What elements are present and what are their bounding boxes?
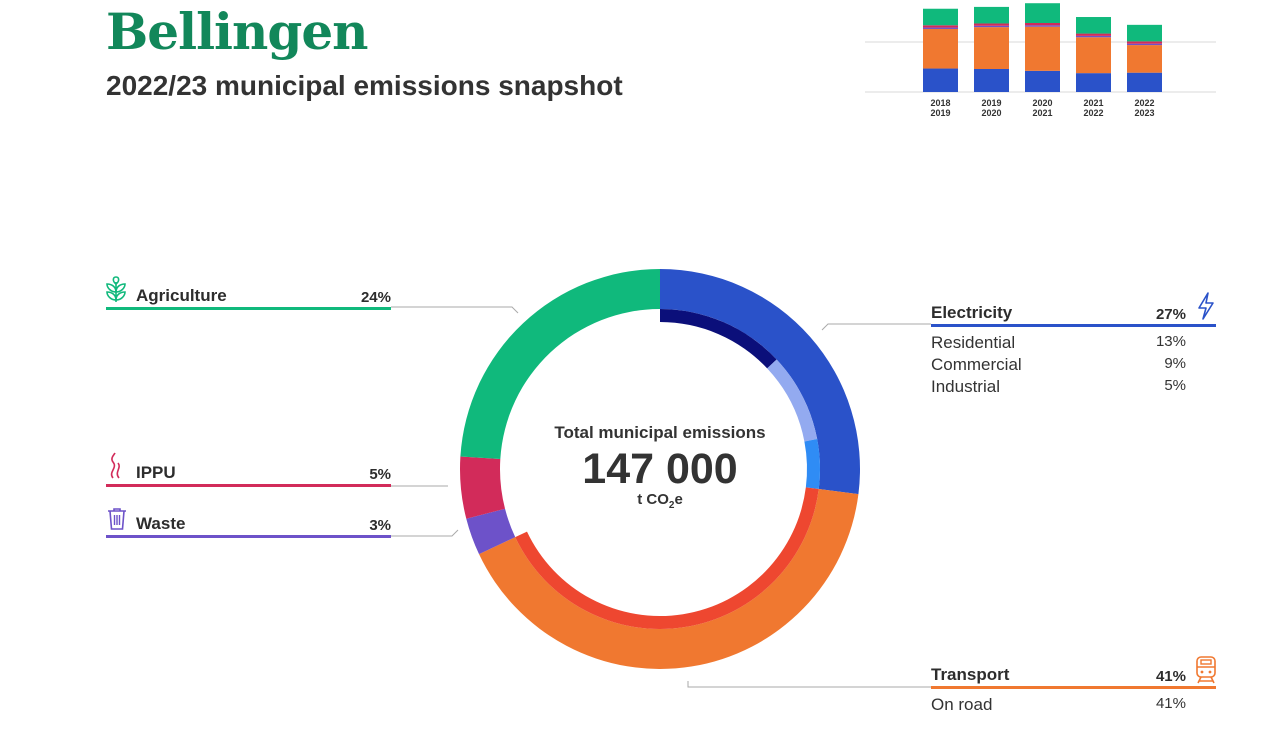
bar-category-label: 2018 xyxy=(930,98,950,108)
leader-line xyxy=(687,681,931,688)
donut-slice-ippu xyxy=(460,456,506,519)
bar-segment-waste xyxy=(1025,25,1060,27)
sector-waste: Waste 3% xyxy=(106,510,391,538)
sub-sector-on-road: On road 41% xyxy=(931,695,1186,715)
sector-pct: 5% xyxy=(369,466,391,483)
bar-segment-transport xyxy=(1076,37,1111,74)
bar-segment-transport xyxy=(1127,45,1162,73)
sector-underline xyxy=(931,324,1216,327)
bar-segment-transport xyxy=(923,28,958,69)
bar-segment-agriculture xyxy=(1076,17,1111,34)
sector-pct: 41% xyxy=(1155,668,1186,685)
sector-electricity: Electricity 27% xyxy=(931,299,1216,327)
bar-category-label: 2019 xyxy=(930,108,950,118)
bar-segment-electricity xyxy=(1076,73,1111,92)
donut-subslice-industrial xyxy=(804,439,820,490)
bar-segment-agriculture xyxy=(974,6,1009,24)
bar-category-label: 2020 xyxy=(1032,98,1052,108)
sub-sector-name: Residential xyxy=(931,333,1016,352)
bar-segment-waste xyxy=(974,25,1009,28)
donut-subslice-on-road xyxy=(515,487,819,629)
sector-pct: 24% xyxy=(360,289,391,306)
sub-sector-residential: Residential 13% xyxy=(931,333,1186,353)
leader-line xyxy=(821,323,931,331)
sub-sector-pct: 41% xyxy=(1155,695,1186,712)
bar-segment-agriculture xyxy=(923,8,958,26)
train-icon xyxy=(1194,655,1218,690)
bar-segment-waste xyxy=(1076,35,1111,38)
sector-name: Electricity xyxy=(931,303,1013,322)
leader-line xyxy=(391,529,459,537)
bar-segment-ippu xyxy=(974,23,1009,26)
sub-sector-name: Commercial xyxy=(931,355,1022,374)
bar-segment-ippu xyxy=(1076,33,1111,36)
sector-name: Agriculture xyxy=(136,286,227,305)
unit-prefix: t CO xyxy=(637,491,669,508)
bar-category-label: 2022 xyxy=(1083,108,1103,118)
sub-sector-name: On road xyxy=(931,695,993,714)
bar-category-label: 2023 xyxy=(1134,108,1154,118)
lightning-icon xyxy=(1196,292,1216,325)
total-label: Total municipal emissions xyxy=(554,423,766,442)
donut-subslice-residential xyxy=(660,309,777,369)
bar-segment-electricity xyxy=(1025,70,1060,92)
leader-line xyxy=(391,306,519,314)
page-title: Bellingen xyxy=(106,2,369,61)
donut-slice-electricity xyxy=(660,269,860,495)
sector-ippu: IPPU 5% xyxy=(106,459,391,487)
bar-segment-ippu xyxy=(1127,41,1162,44)
sub-sector-pct: 13% xyxy=(1155,333,1186,350)
bar-segment-ippu xyxy=(923,25,958,28)
bar-category-label: 2021 xyxy=(1083,98,1103,108)
bar-category-label: 2020 xyxy=(981,108,1001,118)
total-unit: t CO2e xyxy=(510,491,810,511)
sector-pct: 27% xyxy=(1155,306,1186,323)
bar-segment-electricity xyxy=(974,69,1009,92)
bar-segment-agriculture xyxy=(1127,24,1162,42)
sector-name: Waste xyxy=(136,514,186,533)
bar-segment-transport xyxy=(974,27,1009,69)
sector-underline xyxy=(106,307,391,310)
sub-sector-commercial: Commercial 9% xyxy=(931,355,1186,375)
sector-name: IPPU xyxy=(136,463,176,482)
bar-segment-transport xyxy=(1025,26,1060,71)
sector-underline xyxy=(106,535,391,538)
bar-segment-agriculture xyxy=(1025,3,1060,24)
page-subtitle: 2022/23 municipal emissions snapshot xyxy=(106,70,623,101)
bar-category-label: 2019 xyxy=(981,98,1001,108)
sector-name: Transport xyxy=(931,665,1010,684)
sector-transport: Transport 41% xyxy=(931,661,1216,689)
bar-segment-electricity xyxy=(1127,72,1162,92)
sector-pct: 3% xyxy=(369,517,391,534)
smoke-icon xyxy=(106,452,126,485)
donut-slice-agriculture xyxy=(460,269,660,459)
bar-category-label: 2021 xyxy=(1032,108,1052,118)
unit-suffix: e xyxy=(674,491,683,508)
bar-segment-waste xyxy=(1127,43,1162,46)
sub-sector-pct: 9% xyxy=(1164,355,1186,372)
bar-category-label: 2022 xyxy=(1134,98,1154,108)
sector-underline xyxy=(931,686,1216,689)
donut-subslice-commercial xyxy=(767,359,818,442)
unit-sub: 2 xyxy=(668,500,675,511)
total-emissions: Total municipal emissions 147 000 t CO2e xyxy=(510,423,810,511)
sub-sector-industrial: Industrial 5% xyxy=(931,377,1186,397)
bar-segment-electricity xyxy=(923,68,958,92)
sub-sector-pct: 5% xyxy=(1164,377,1186,394)
bar-segment-ippu xyxy=(1025,23,1060,26)
bar-segment-waste xyxy=(923,27,958,29)
sector-underline xyxy=(106,484,391,487)
donut-slice-waste xyxy=(466,508,516,555)
donut-slice-transport xyxy=(479,489,859,669)
leaf-icon xyxy=(104,276,128,309)
sub-sector-name: Industrial xyxy=(931,377,1000,396)
total-value: 147 000 xyxy=(582,445,738,493)
trash-icon xyxy=(106,507,128,536)
sector-agriculture: Agriculture 24% xyxy=(106,282,391,310)
